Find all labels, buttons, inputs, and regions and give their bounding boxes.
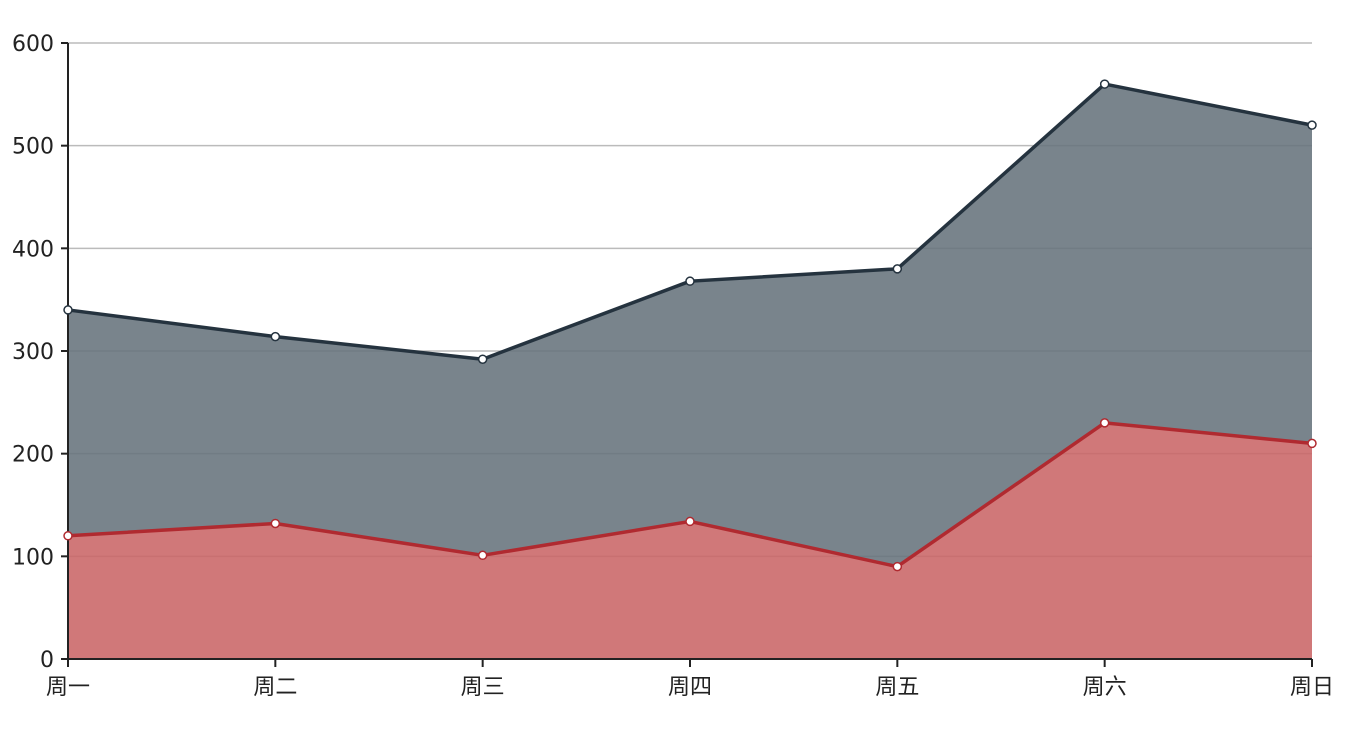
y-tick-label-500: 500 <box>12 135 54 160</box>
y-tick-label-300: 300 <box>12 340 54 365</box>
series-1-point-6 <box>1099 418 1110 428</box>
x-tick-label-3: 周三 <box>461 675 505 700</box>
x-tick-label-5: 周五 <box>875 675 919 700</box>
axes-layer: 0 100 200 300 400 500 600 周一 周二 周三 周四 周五 周六 周日 <box>12 32 1334 700</box>
series-2-point-3 <box>477 354 488 364</box>
series-2-point-7 <box>1307 120 1317 130</box>
series-2-area <box>68 84 1312 567</box>
series-1-point-2 <box>270 518 281 529</box>
series-1-point-4 <box>685 516 695 527</box>
x-tick-label-6: 周六 <box>1083 675 1127 700</box>
series-1-point-5 <box>892 561 903 572</box>
y-tick-label-0: 0 <box>40 648 54 673</box>
series-2-point-1 <box>63 305 73 315</box>
series-2-point-6 <box>1099 79 1110 89</box>
y-tick-label-600: 600 <box>12 32 54 57</box>
points-layer <box>63 79 1317 572</box>
series-1-point-3 <box>477 550 488 561</box>
x-tick-label-1: 周一 <box>46 675 90 700</box>
series-2-point-2 <box>270 331 281 342</box>
y-tick-label-200: 200 <box>12 443 54 468</box>
x-tick-label-7: 周日 <box>1290 675 1334 700</box>
series-1-area <box>68 422 1312 659</box>
x-tick-label-4: 周四 <box>668 675 712 700</box>
series-1-point-7 <box>1307 438 1317 449</box>
y-tick-label-400: 400 <box>12 237 54 262</box>
areas-layer <box>68 84 1312 659</box>
x-tick-label-2: 周二 <box>253 675 297 700</box>
y-tick-label-100: 100 <box>12 545 54 570</box>
series-2-point-4 <box>685 276 695 286</box>
series-1-point-1 <box>63 531 73 541</box>
series-2-point-5 <box>892 264 903 274</box>
